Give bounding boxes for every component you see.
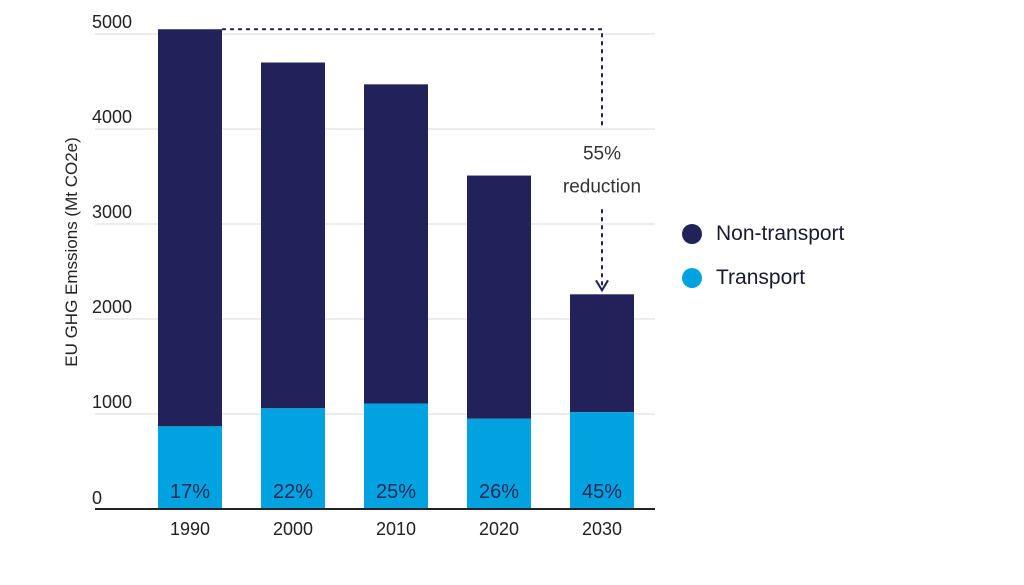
legend-item-transport: Transport bbox=[682, 256, 844, 300]
bar-transport-1990 bbox=[158, 426, 222, 509]
x-tick-label-1990: 1990 bbox=[170, 519, 210, 539]
legend-label-transport: Transport bbox=[716, 266, 806, 289]
legend-label-non-transport: Non-transport bbox=[716, 222, 845, 245]
bar-transport-2010 bbox=[364, 403, 428, 509]
bar-non-transport-1990 bbox=[158, 29, 222, 427]
transport-share-label-2010: 25% bbox=[376, 481, 416, 503]
transport-share-label-2020: 26% bbox=[479, 481, 519, 503]
transport-share-label-2000: 22% bbox=[273, 481, 313, 503]
transport-swatch bbox=[682, 268, 702, 288]
x-tick-label-2000: 2000 bbox=[273, 519, 313, 539]
y-tick-label-5000: 5000 bbox=[92, 12, 132, 32]
y-tick-label-4000: 4000 bbox=[92, 107, 132, 127]
y-tick-label-1000: 1000 bbox=[92, 392, 132, 412]
y-tick-label-3000: 3000 bbox=[92, 202, 132, 222]
x-tick-labels: 1990 2000 2010 2020 2030 bbox=[170, 519, 622, 539]
bar-non-transport-2030 bbox=[570, 294, 634, 413]
y-tick-label-2000: 2000 bbox=[92, 297, 132, 317]
bar-non-transport-2000 bbox=[261, 62, 325, 409]
y-axis-title: EU GHG Emssions (Mt CO2e) bbox=[62, 137, 81, 367]
x-tick-label-2020: 2020 bbox=[479, 519, 519, 539]
bar-transport-2030 bbox=[570, 412, 634, 509]
transport-share-label-2030: 45% bbox=[582, 481, 622, 503]
annotation-percent: 55% bbox=[583, 143, 621, 164]
bar-transport-2020 bbox=[467, 418, 531, 509]
x-tick-label-2030: 2030 bbox=[582, 519, 622, 539]
x-tick-label-2010: 2010 bbox=[376, 519, 416, 539]
bar-non-transport-2020 bbox=[467, 175, 531, 419]
y-tick-label-0: 0 bbox=[92, 488, 102, 508]
y-tick-labels: 0 1000 2000 3000 4000 5000 bbox=[92, 12, 132, 508]
transport-share-label-1990: 17% bbox=[170, 481, 210, 503]
bar-transport-2000 bbox=[261, 408, 325, 509]
bar-non-transport-2010 bbox=[364, 84, 428, 404]
reduction-annotation: 55% reduction bbox=[222, 28, 641, 293]
non-transport-swatch bbox=[682, 224, 702, 244]
annotation-arrowhead bbox=[595, 279, 609, 293]
bars: 17% 22% 25% 26% 45% bbox=[158, 29, 634, 509]
legend: Non-transport Transport bbox=[682, 212, 844, 300]
annotation-dashed-line-top bbox=[222, 28, 603, 130]
legend-item-non-transport: Non-transport bbox=[682, 212, 844, 256]
annotation-label: reduction bbox=[563, 176, 641, 197]
